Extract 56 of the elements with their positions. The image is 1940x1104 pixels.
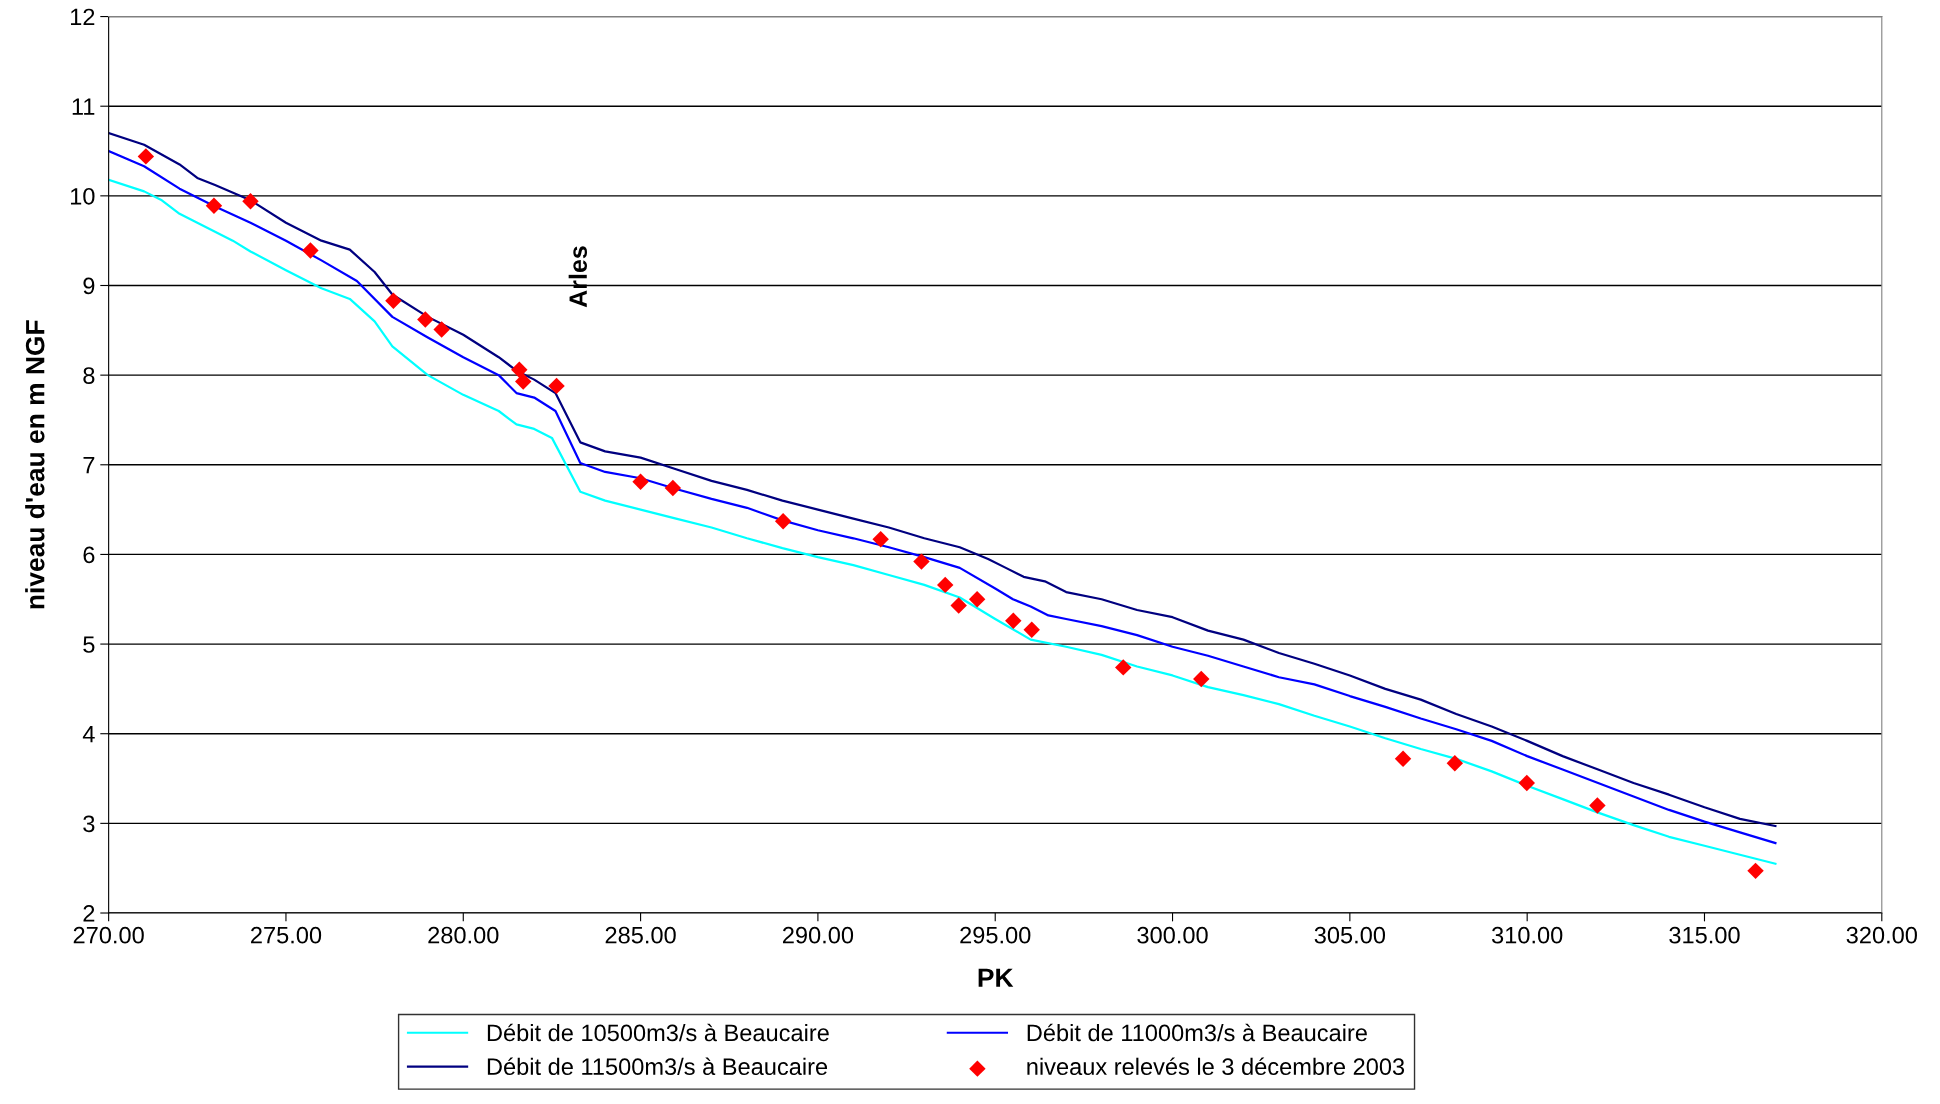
x-tick-label: 300.00	[1137, 926, 1208, 944]
x-tick-label: 285.00	[605, 926, 676, 944]
x-axis-title: PK	[978, 968, 1014, 987]
point	[968, 591, 986, 608]
point	[302, 242, 319, 259]
legend-label: niveaux relevés le 3 décembre 2003	[1027, 1057, 1405, 1076]
point	[1394, 750, 1412, 768]
x-tick-label: 280.00	[428, 926, 499, 944]
point	[1446, 755, 1464, 772]
point	[950, 597, 967, 614]
point	[242, 193, 259, 210]
legend-label: Débit de 10500m3/s à Beaucaire	[487, 1023, 829, 1042]
y-tick-label: 9	[83, 277, 95, 295]
y-tick-label: 7	[83, 457, 95, 474]
point	[1518, 774, 1536, 792]
point	[774, 513, 792, 530]
annotation: Arles	[568, 246, 588, 308]
point	[1747, 862, 1764, 880]
point	[514, 373, 532, 390]
point	[385, 292, 402, 309]
point	[417, 311, 434, 328]
y-tick-label: 3	[83, 815, 95, 833]
x-tick-label: 320.00	[1846, 926, 1917, 944]
y-tick-label: 11	[72, 98, 95, 115]
point	[632, 473, 649, 491]
y-tick-label: 2	[83, 905, 95, 922]
y-tick-label: 4	[82, 726, 95, 743]
x-tick-label: 275.00	[251, 926, 322, 944]
point	[664, 479, 682, 497]
point	[937, 576, 954, 594]
point	[1589, 797, 1606, 814]
x-tick-label: 295.00	[960, 926, 1031, 944]
x-tick-label: 290.00	[782, 926, 854, 944]
x-tick-label: 270.00	[73, 926, 144, 944]
point	[1005, 612, 1022, 629]
point	[913, 553, 930, 570]
y-tick-label: 12	[70, 8, 95, 26]
legend-label: Débit de 11500m3/s à Beaucaire	[487, 1057, 828, 1076]
point	[548, 377, 565, 395]
y-tick-label: 10	[70, 187, 95, 205]
point	[872, 530, 889, 548]
point	[511, 361, 528, 378]
point	[1115, 659, 1132, 676]
point	[1023, 621, 1040, 638]
legend-label: Débit de 11000m3/s à Beaucaire	[1027, 1023, 1367, 1042]
x-tick-label: 310.00	[1491, 926, 1563, 944]
y-tick-label: 8	[83, 367, 95, 384]
y-axis-title: niveau d'eau en m NGF	[25, 320, 45, 609]
point	[433, 321, 450, 338]
point	[137, 148, 155, 165]
y-tick-label: 5	[83, 636, 95, 653]
x-tick-label: 315.00	[1669, 926, 1740, 944]
x-tick-label: 305.00	[1314, 926, 1386, 944]
point	[1193, 670, 1210, 688]
point	[205, 197, 223, 214]
y-tick-label: 6	[83, 546, 95, 564]
